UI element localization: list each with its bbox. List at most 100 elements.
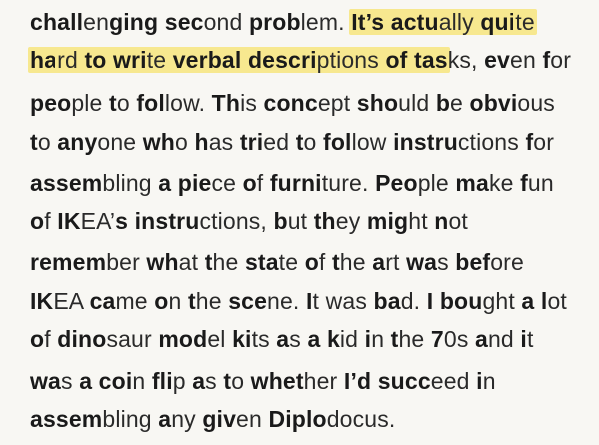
highlighted-text-segment: actu bbox=[388, 9, 441, 35]
text-segment: tri bbox=[239, 129, 264, 155]
text-segment: ous bbox=[517, 90, 555, 116]
text-segment: mod bbox=[158, 326, 208, 352]
text-segment: s bbox=[437, 249, 456, 275]
text-segment: a bbox=[79, 368, 99, 394]
text-segment: f bbox=[44, 208, 58, 234]
text-segment: wh bbox=[146, 249, 179, 275]
text-segment: EA bbox=[53, 288, 90, 314]
text-segment: he bbox=[195, 288, 229, 314]
text-segment: ept bbox=[317, 90, 357, 116]
text-segment: t bbox=[204, 249, 213, 275]
text-segment: prob bbox=[248, 9, 301, 35]
text-segment: n bbox=[168, 288, 188, 314]
highlighted-text-segment: of bbox=[383, 47, 417, 73]
text-segment: was bbox=[325, 288, 374, 314]
text-segment: low bbox=[351, 129, 394, 155]
text-line: was a coin flip as to whether I’d succee… bbox=[30, 366, 496, 396]
text-segment: ma bbox=[455, 170, 489, 196]
text-segment: lem. bbox=[300, 9, 352, 35]
text-segment: s bbox=[289, 326, 308, 352]
text-segment: mig bbox=[366, 208, 409, 234]
text-segment: o bbox=[30, 326, 45, 352]
text-segment: i bbox=[520, 326, 527, 352]
text-segment: or bbox=[550, 47, 572, 73]
text-segment: bling bbox=[102, 170, 159, 196]
text-segment: b bbox=[435, 90, 451, 116]
text-segment: ore bbox=[490, 249, 524, 275]
text-segment: ev bbox=[484, 47, 510, 73]
text-line: people to follow. This concept should be… bbox=[30, 88, 555, 118]
text-segment: ot bbox=[448, 208, 468, 234]
text-segment: n bbox=[482, 368, 496, 394]
text-segment: a bbox=[158, 406, 172, 432]
text-segment: d. bbox=[400, 288, 427, 314]
text-line: of dinosaur model kits as a kid in the 7… bbox=[30, 324, 534, 354]
text-segment: t bbox=[526, 326, 534, 352]
text-segment: conc bbox=[263, 90, 318, 116]
text-segment: assem bbox=[30, 170, 103, 196]
text-segment: t bbox=[331, 249, 340, 275]
text-line: challenging second problem. It’s actuall… bbox=[30, 7, 537, 37]
text-segment: ctions, bbox=[199, 208, 274, 234]
text-segment: peo bbox=[30, 90, 72, 116]
text-segment: t bbox=[30, 129, 38, 155]
text-segment: o bbox=[30, 208, 45, 234]
text-segment: f bbox=[318, 249, 332, 275]
highlighted-text-segment: tas bbox=[412, 47, 450, 73]
text-segment: one bbox=[97, 129, 143, 155]
text-segment: f bbox=[44, 326, 58, 352]
text-segment: sec bbox=[164, 9, 204, 35]
text-segment: ctions bbox=[457, 129, 526, 155]
text-segment: ture. bbox=[321, 170, 376, 196]
text-segment: o bbox=[242, 170, 257, 196]
text-segment: o bbox=[116, 90, 137, 116]
text-segment: en bbox=[83, 9, 110, 35]
text-segment: instru bbox=[134, 208, 200, 234]
text-segment: chall bbox=[30, 9, 84, 35]
highlighted-text-segment: rd bbox=[55, 47, 87, 73]
text-segment: s bbox=[205, 368, 224, 394]
text-segment: ed bbox=[263, 129, 296, 155]
highlighted-text-segment: wri bbox=[111, 47, 149, 73]
text-segment: un bbox=[527, 170, 554, 196]
text-segment: f bbox=[525, 129, 534, 155]
text-segment: t bbox=[390, 326, 399, 352]
text-line: assembling a piece of furniture. People … bbox=[30, 168, 554, 198]
highlighted-text-segment: verbal bbox=[170, 47, 250, 73]
text-segment: sce bbox=[228, 288, 268, 314]
text-segment: k bbox=[326, 326, 340, 352]
text-segment: n bbox=[371, 326, 391, 352]
text-line: hard to write verbal descriptions of tas… bbox=[28, 45, 572, 75]
text-segment: me bbox=[115, 288, 155, 314]
text-segment: ght bbox=[482, 288, 522, 314]
text-segment: instru bbox=[393, 129, 458, 155]
text-segment: fol bbox=[323, 129, 352, 155]
text-segment: ne. bbox=[267, 288, 306, 314]
text-segment: ple bbox=[71, 90, 110, 116]
text-segment: i bbox=[364, 326, 372, 352]
text-segment: is bbox=[240, 90, 264, 116]
text-segment: wa bbox=[30, 368, 61, 394]
text-segment: Th bbox=[211, 90, 241, 116]
text-segment: fli bbox=[151, 368, 173, 394]
text-segment: el bbox=[207, 326, 233, 352]
text-segment: a bbox=[276, 326, 290, 352]
text-segment: l bbox=[540, 288, 548, 314]
text-segment: wh bbox=[142, 129, 176, 155]
text-segment: ce bbox=[211, 170, 243, 196]
text-segment: eed bbox=[430, 368, 477, 394]
text-segment: furni bbox=[269, 170, 322, 196]
text-segment: o bbox=[303, 129, 324, 155]
text-line: to anyone who has tried to follow instru… bbox=[30, 127, 554, 157]
text-segment: ging bbox=[109, 9, 165, 35]
highlighted-text-segment: to bbox=[82, 47, 116, 73]
text-segment: sho bbox=[356, 90, 399, 116]
text-segment: he bbox=[339, 249, 373, 275]
text-segment: f bbox=[542, 47, 551, 73]
text-segment: a bbox=[521, 288, 541, 314]
text-segment: ple bbox=[417, 170, 456, 196]
highlighted-text-segment: It’s bbox=[349, 9, 393, 35]
text-segment: a bbox=[307, 326, 327, 352]
text-segment: t bbox=[187, 288, 196, 314]
